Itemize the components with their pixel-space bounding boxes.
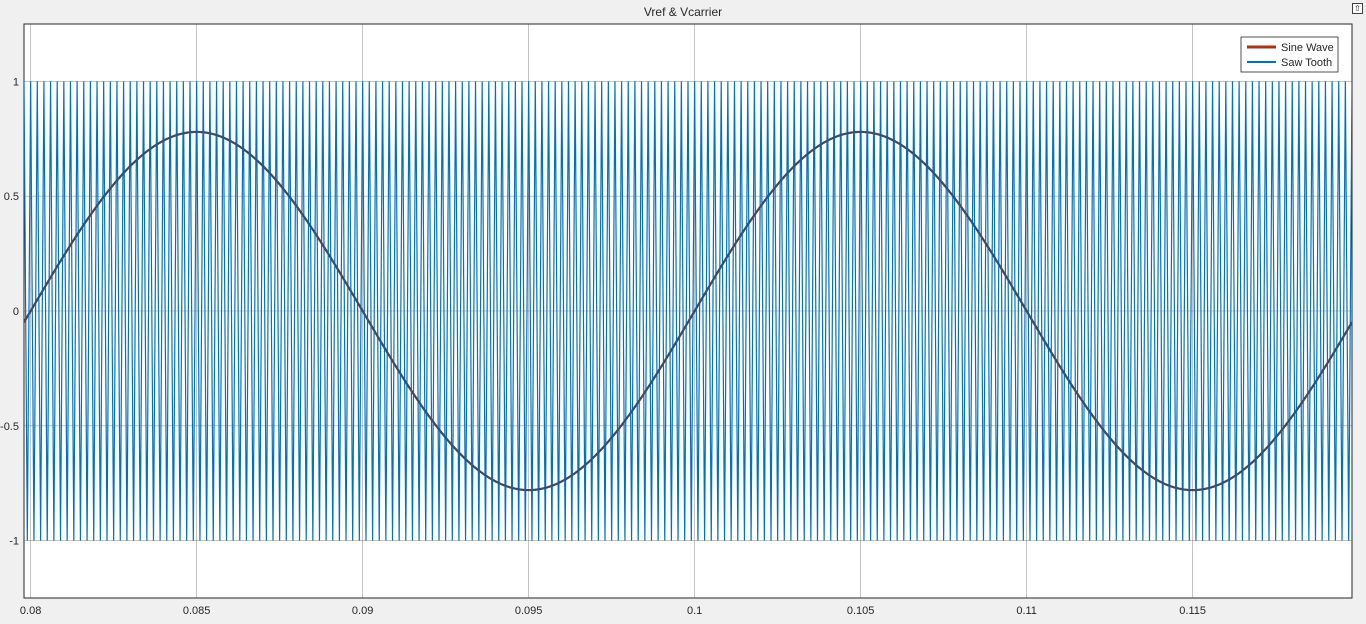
- x-tick-label: 0.105: [847, 605, 875, 617]
- y-tick-label: 1: [13, 76, 19, 88]
- x-tick-label: 0.09: [352, 605, 373, 617]
- y-tick-label: -0.5: [0, 421, 19, 433]
- legend-label: Sine Wave: [1281, 42, 1334, 54]
- x-tick-label: 0.095: [515, 605, 543, 617]
- y-tick-label: -1: [9, 536, 19, 548]
- x-tick-label: 0.115: [1179, 605, 1206, 617]
- x-tick-label: 0.08: [20, 605, 41, 617]
- legend[interactable]: Sine Wave Saw Tooth: [1240, 36, 1339, 73]
- chart-title: Vref & Vcarrier: [643, 5, 723, 19]
- series-saw-tooth: [24, 81, 1352, 541]
- sine-trace-overlay: [24, 130, 1352, 492]
- x-tick-label: 0.1: [687, 605, 702, 617]
- legend-box: [1240, 36, 1339, 73]
- x-tick-label: 0.11: [1016, 605, 1037, 617]
- x-tick-label: 0.085: [183, 605, 211, 617]
- undock-icon[interactable]: ⇧: [1352, 3, 1363, 14]
- y-tick-label: 0.5: [4, 191, 19, 203]
- series-layer: [24, 81, 1352, 541]
- legend-label: Saw Tooth: [1281, 57, 1332, 69]
- y-tick-label: 0: [13, 306, 19, 318]
- tick-labels: 0.08 0.085 0.09 0.095 0.1 0.105 0.11 0.115 1 0.5 0…: [0, 76, 1206, 617]
